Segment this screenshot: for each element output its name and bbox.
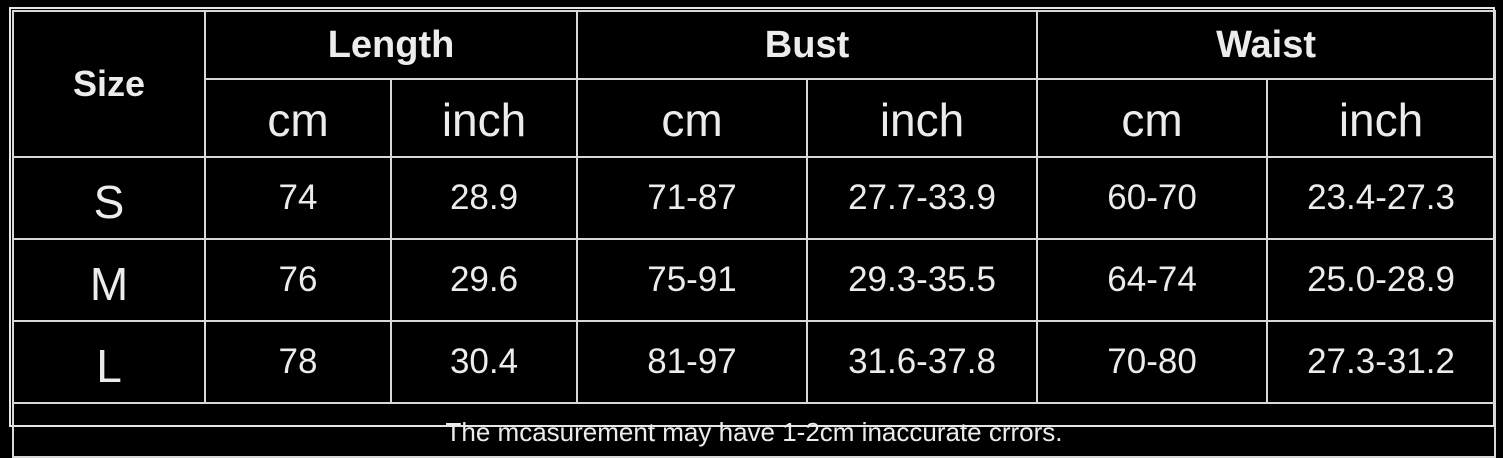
length-header: Length xyxy=(203,10,579,80)
value-cell: 78 xyxy=(204,320,392,404)
size-cell: S xyxy=(12,156,206,240)
value-cell: 71-87 xyxy=(576,156,809,240)
value-cell: 28.9 xyxy=(389,156,579,240)
value-cell: 25.0-28.9 xyxy=(1266,238,1497,322)
value-cell: 64-74 xyxy=(1036,238,1269,322)
table-row: M 76 29.6 75-91 29.3-35.5 64-74 25.0-28.… xyxy=(12,238,1497,322)
value-cell: 81-97 xyxy=(576,320,809,404)
size-chart-table: Size Length Bust Waist cm inch cm inch c… xyxy=(11,10,1497,458)
value-cell: 27.7-33.9 xyxy=(806,156,1039,240)
waist-header: Waist xyxy=(1036,10,1497,80)
unit-header: inch xyxy=(806,78,1039,158)
group-header-row: Size Length Bust Waist xyxy=(12,10,1497,158)
value-cell: 29.6 xyxy=(389,238,579,322)
value-cell: 31.6-37.8 xyxy=(806,320,1039,404)
unit-header: inch xyxy=(389,78,579,158)
unit-header: cm xyxy=(1036,78,1269,158)
table-row: L 78 30.4 81-97 31.6-37.8 70-80 27.3-31.… xyxy=(12,320,1497,404)
size-cell: L xyxy=(12,320,206,404)
value-cell: 75-91 xyxy=(576,238,809,322)
table-row: S 74 28.9 71-87 27.7-33.9 60-70 23.4-27.… xyxy=(12,156,1497,240)
value-cell: 76 xyxy=(204,238,392,322)
unit-header: cm xyxy=(576,78,809,158)
bust-header: Bust xyxy=(576,10,1039,80)
size-cell: M xyxy=(12,238,206,322)
unit-header: cm xyxy=(204,78,392,158)
footnote-row: The mcasurement may have 1-2cm inaccurat… xyxy=(11,402,1497,458)
value-cell: 74 xyxy=(204,156,392,240)
value-cell: 60-70 xyxy=(1036,156,1269,240)
size-header: Size xyxy=(12,10,206,158)
unit-header-row: cm inch cm inch cm inch xyxy=(13,78,1497,158)
value-cell: 27.3-31.2 xyxy=(1266,320,1497,404)
value-cell: 30.4 xyxy=(389,320,579,404)
value-cell: 29.3-35.5 xyxy=(806,238,1039,322)
footnote: The mcasurement may have 1-2cm inaccurat… xyxy=(11,402,1497,458)
unit-header: inch xyxy=(1266,78,1497,158)
value-cell: 23.4-27.3 xyxy=(1266,156,1497,240)
value-cell: 70-80 xyxy=(1036,320,1269,404)
